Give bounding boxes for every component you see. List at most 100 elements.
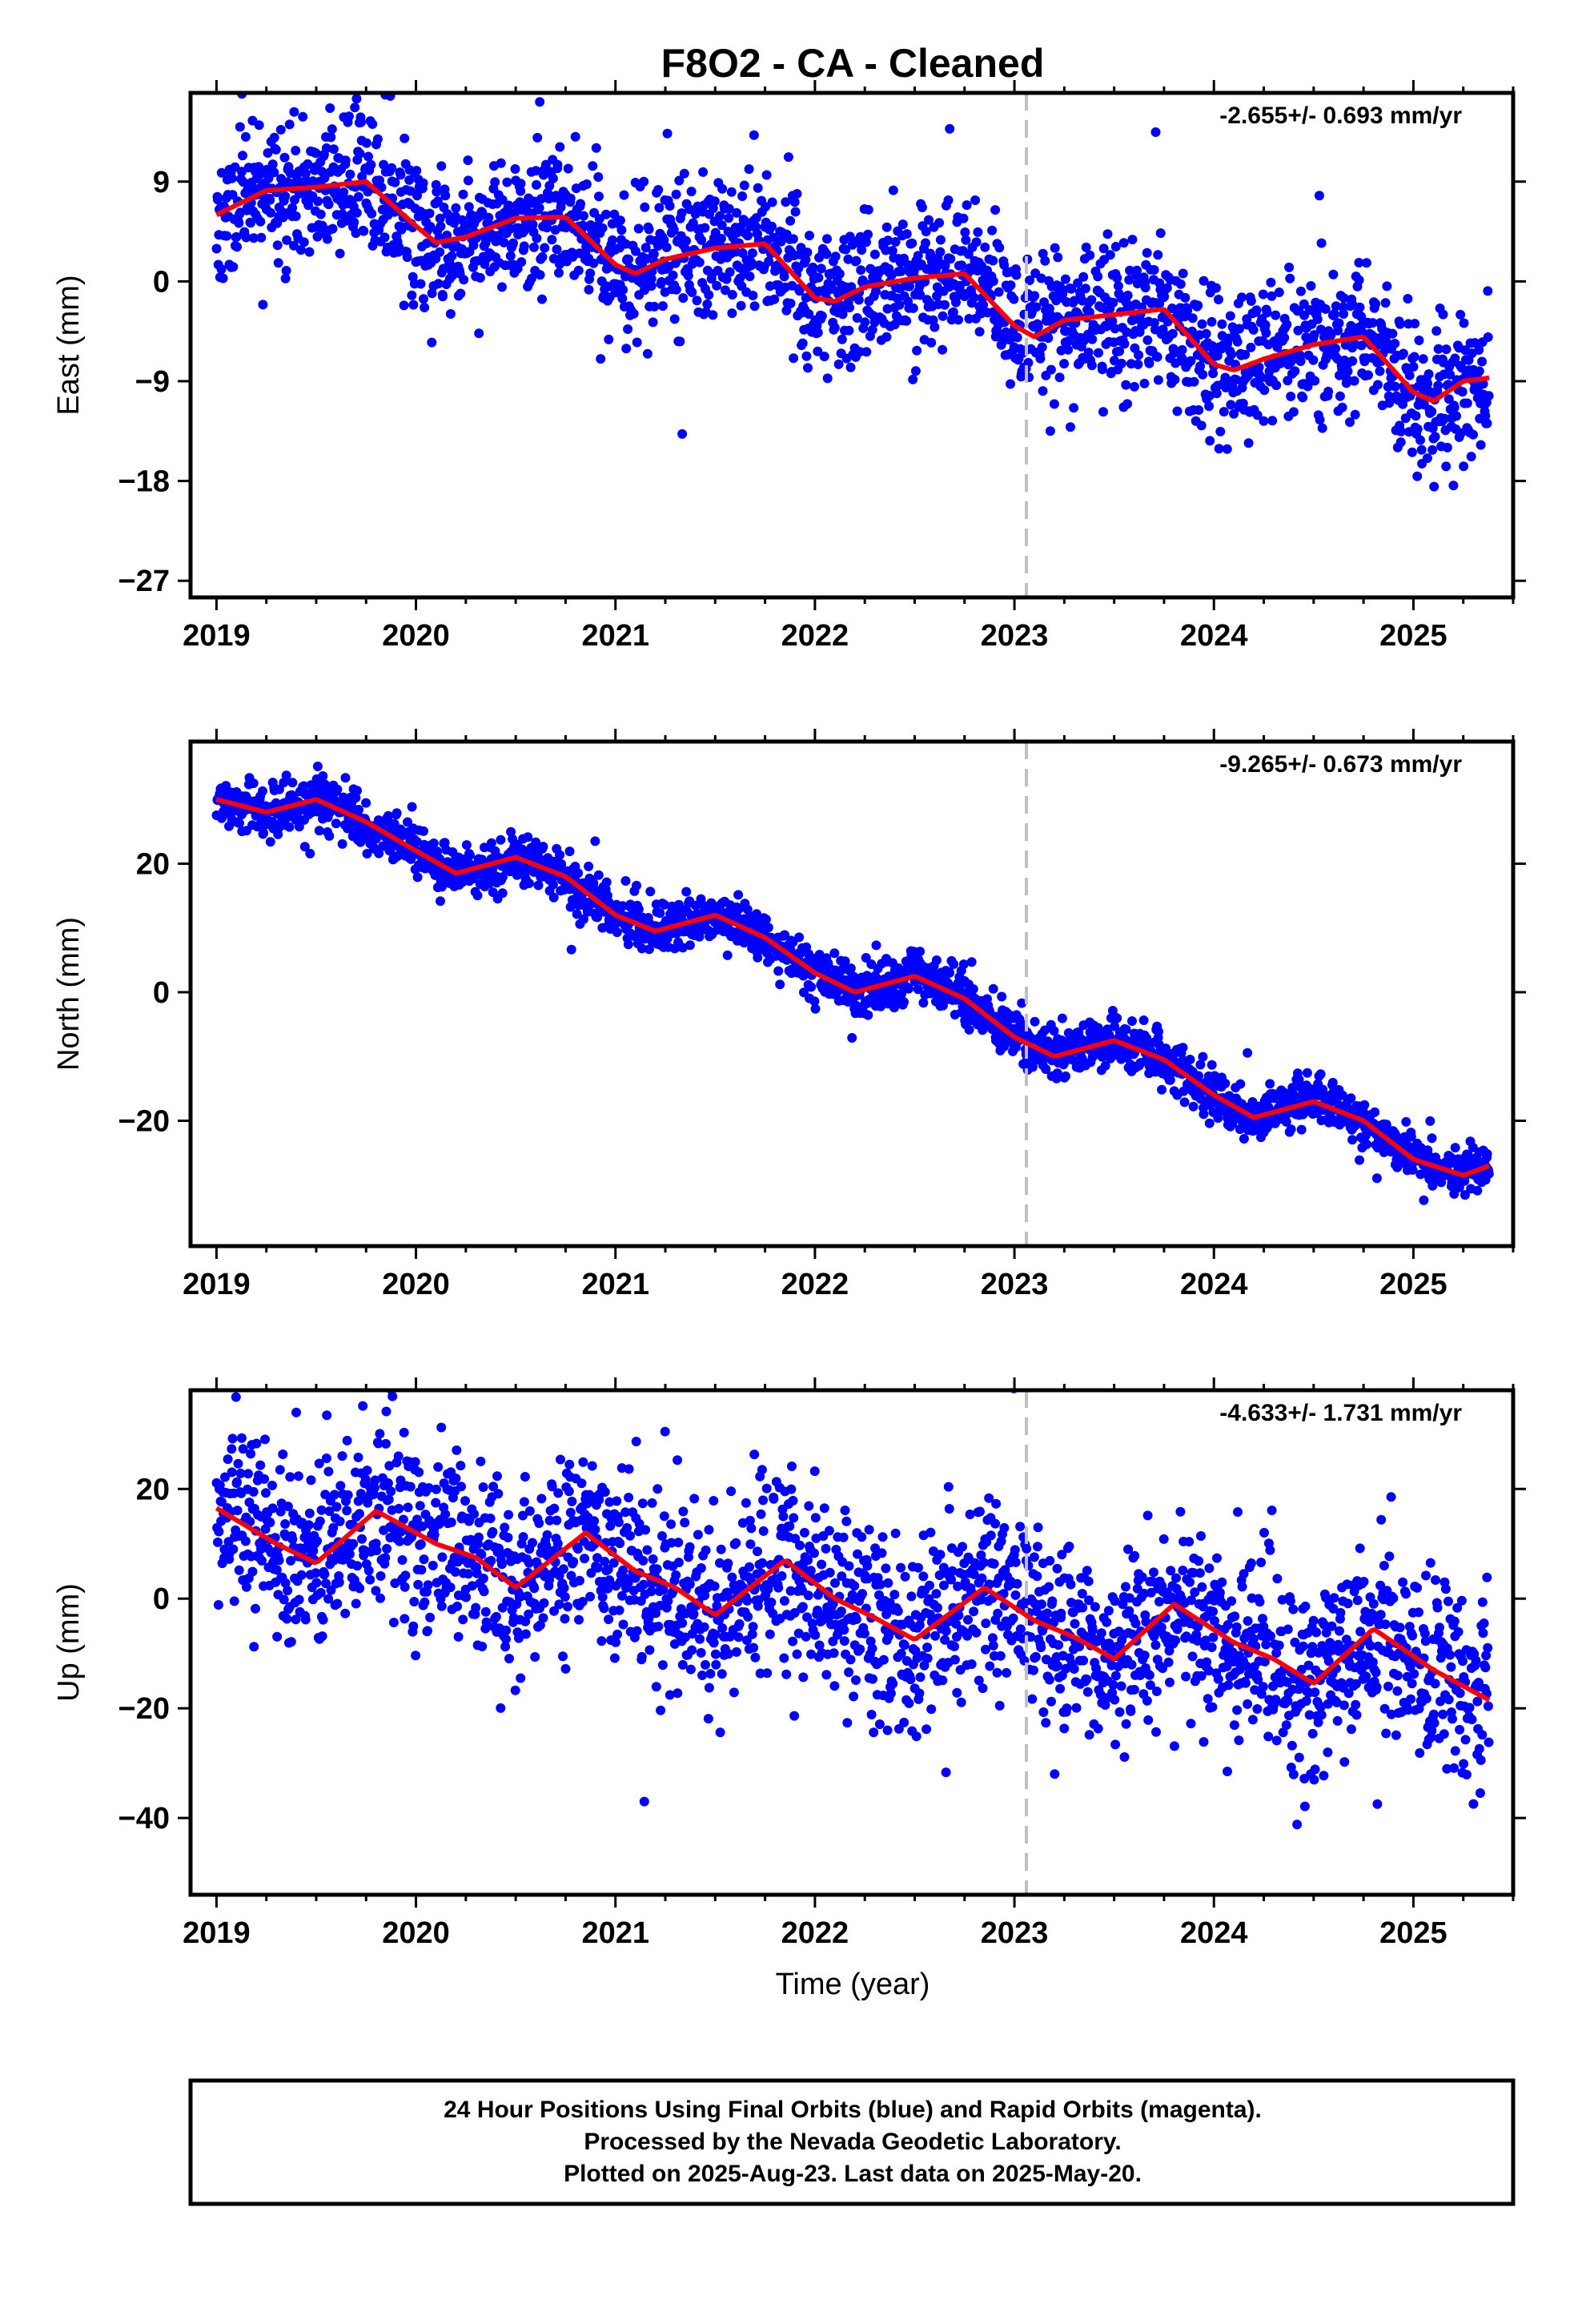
data-point [523, 832, 533, 842]
data-point [639, 176, 649, 187]
data-point [1315, 1069, 1326, 1080]
data-point [1445, 369, 1456, 380]
data-point [311, 148, 321, 159]
data-point [463, 175, 473, 186]
data-point [642, 348, 652, 359]
data-point [1110, 242, 1121, 251]
data-point [351, 793, 361, 803]
data-point [214, 1526, 224, 1537]
data-point [566, 944, 576, 955]
data-point [817, 311, 827, 321]
data-point [623, 939, 633, 950]
data-point [934, 218, 945, 228]
data-point [1308, 355, 1319, 365]
data-point [1223, 333, 1234, 344]
data-point [863, 229, 873, 239]
data-point [744, 164, 754, 175]
data-point [576, 199, 585, 209]
data-point [644, 224, 654, 235]
data-point [404, 175, 415, 185]
data-point [371, 1538, 381, 1549]
data-point [867, 324, 877, 335]
data-point [806, 982, 817, 992]
data-point [1412, 471, 1423, 481]
data-point [352, 1561, 363, 1571]
data-point [287, 203, 298, 213]
data-point [355, 148, 365, 159]
data-point [269, 167, 279, 178]
data-point [736, 300, 746, 311]
data-point [669, 225, 679, 235]
data-point [1142, 247, 1152, 258]
data-point [612, 927, 622, 938]
data-point [431, 179, 441, 190]
data-point [1097, 364, 1107, 375]
data-point [1387, 328, 1398, 339]
data-point [536, 194, 547, 204]
data-point [994, 287, 1004, 297]
data-point [733, 904, 744, 915]
data-point [837, 309, 848, 320]
data-point [1138, 1015, 1149, 1025]
data-point [1412, 424, 1423, 434]
data-point [924, 215, 934, 225]
data-point [1025, 275, 1034, 285]
data-point [702, 299, 713, 309]
data-point [1266, 277, 1276, 287]
data-point [420, 303, 430, 312]
data-point [1009, 294, 1019, 304]
data-point [459, 275, 469, 285]
data-point [785, 215, 796, 226]
data-point [803, 363, 813, 373]
data-point [845, 231, 855, 242]
data-point [946, 315, 957, 325]
data-point [351, 1598, 361, 1609]
data-point [232, 242, 242, 252]
data-point [227, 1433, 238, 1444]
model-fit-line [215, 179, 1490, 404]
data-point [588, 258, 599, 268]
data-point [883, 235, 893, 246]
data-point [532, 179, 541, 190]
data-point [407, 290, 417, 300]
data-point [654, 203, 665, 213]
data-point [747, 248, 757, 259]
data-point [646, 281, 656, 292]
data-point [1407, 447, 1417, 457]
data-point [1073, 278, 1083, 288]
data-point [335, 1481, 346, 1491]
data-point [1142, 1033, 1152, 1043]
data-point [349, 217, 359, 227]
data-point [275, 1465, 285, 1475]
data-point [856, 265, 866, 275]
data-point [322, 234, 332, 244]
data-point [1063, 344, 1074, 355]
data-point [829, 948, 840, 959]
data-point [1326, 330, 1336, 340]
data-point [1281, 1116, 1291, 1127]
data-point [280, 273, 291, 283]
data-point [1331, 344, 1341, 354]
x-tick-label: 2020 [382, 1268, 450, 1301]
data-point [319, 173, 330, 183]
data-point [601, 877, 612, 887]
data-point [926, 248, 935, 259]
data-point [229, 75, 239, 85]
data-point [584, 861, 594, 871]
rate-annotation: -9.265+/- 0.673 mm/yr [1219, 751, 1462, 778]
data-point [440, 838, 450, 848]
data-point [749, 301, 760, 312]
east-panel: 2019 2020 2021 2022 2023 2024 2025−27−18−909Ea… [52, 75, 1526, 653]
figure-title: F8O2 - CA - Cleaned [661, 41, 1045, 86]
data-point [295, 245, 306, 255]
data-point [227, 173, 237, 183]
data-point [1337, 402, 1347, 412]
data-point [529, 242, 539, 252]
data-point [419, 294, 428, 304]
data-point [1229, 408, 1239, 419]
data-point [435, 213, 445, 223]
data-point [1045, 309, 1055, 320]
data-point [1316, 238, 1327, 248]
data-point [251, 1603, 260, 1614]
data-point [282, 1614, 292, 1624]
